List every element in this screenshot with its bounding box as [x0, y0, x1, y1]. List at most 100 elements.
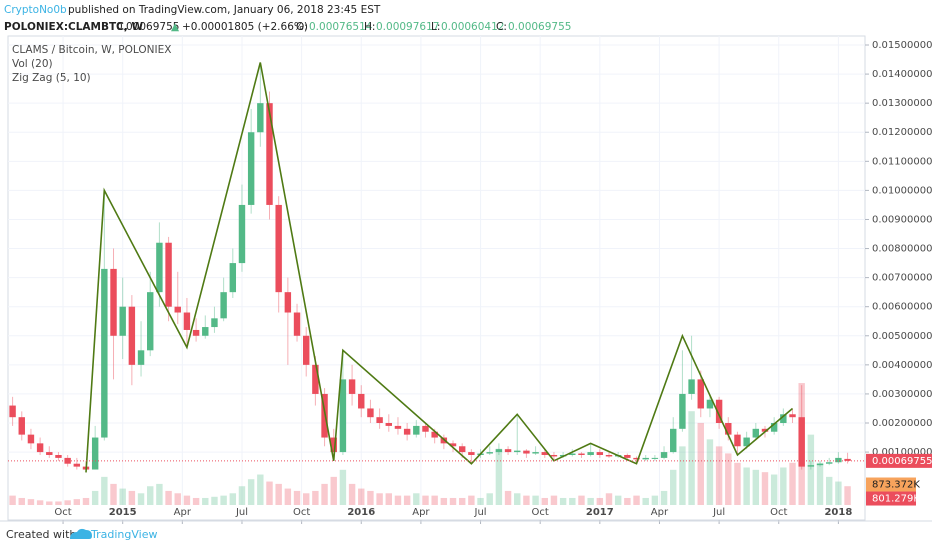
volume-bar: [715, 446, 723, 505]
volume-bar: [376, 493, 383, 505]
candle-body: [550, 454, 558, 457]
candle-body: [449, 443, 457, 447]
volume-bar: [73, 499, 81, 505]
y-tick-label: 0.01100000: [872, 156, 932, 167]
volume-bar: [743, 467, 750, 505]
x-tick-label: Apr: [651, 507, 669, 518]
candle-body: [36, 443, 44, 453]
volume-bar: [532, 495, 539, 505]
candle-body: [761, 428, 769, 432]
volume-bar: [247, 479, 255, 505]
candle-body: [128, 306, 136, 365]
volume-ma-box: [866, 477, 916, 492]
volume-bar: [789, 462, 796, 505]
volume-bar: [36, 500, 44, 505]
volume-bar: [486, 493, 493, 505]
candle-body: [789, 414, 796, 418]
candle-body: [422, 425, 429, 432]
y-tick-label: 0.00200000: [872, 418, 932, 429]
volume-bar: [394, 495, 402, 505]
y-tick-label: 0.00400000: [872, 360, 932, 371]
candle-body: [266, 103, 273, 205]
candle-body: [743, 437, 750, 447]
axes: 0.01500000 0.01400000 0.01300000 0.01200000…: [54, 40, 932, 524]
volume-bar: [614, 495, 622, 505]
volume-bar: [569, 497, 576, 505]
volume-bar: [587, 497, 594, 505]
volume-bar: [642, 497, 649, 505]
volume-last-box: [866, 491, 916, 506]
volume-bar: [431, 495, 438, 505]
volume-legend: Vol (20): [12, 58, 53, 70]
candle-body: [624, 454, 631, 458]
volume-bar: [275, 483, 282, 505]
o: 0.00076514: [309, 21, 373, 33]
x-tick-label: 2016: [347, 507, 375, 518]
candle-body: [642, 457, 649, 460]
candle-body: [348, 379, 356, 394]
candle-body: [147, 292, 154, 351]
volume-bar: [514, 493, 521, 505]
candle-body: [523, 450, 530, 454]
volume-bar: [27, 499, 35, 505]
y-tick-label: 0.00600000: [872, 302, 932, 313]
brand[interactable]: TradingView: [90, 528, 157, 541]
volume-bar: [816, 462, 824, 505]
candle-body: [367, 408, 374, 418]
candle-body: [734, 434, 741, 447]
candle-body: [495, 449, 503, 453]
candle-body: [725, 423, 732, 435]
candle-body: [780, 414, 787, 424]
volume-bar: [312, 490, 319, 505]
candle-body: [458, 446, 466, 453]
candle-body: [119, 306, 126, 336]
candle-body: [752, 428, 760, 438]
candle-body: [697, 379, 704, 409]
candle-body: [688, 379, 695, 394]
volume-bar: [330, 476, 337, 505]
volume-bar: [734, 462, 741, 505]
candle-body: [18, 417, 25, 435]
candle-body: [715, 399, 723, 424]
y-tick-label: 0.01400000: [872, 69, 932, 80]
volume-bar: [780, 467, 787, 505]
candle-body: [835, 457, 842, 463]
candle-body: [275, 204, 282, 293]
candle-body: [302, 335, 310, 365]
volume-bar: [238, 486, 246, 505]
candle-body: [330, 437, 337, 453]
volume-bar: [458, 497, 466, 505]
volume-bar: [835, 481, 842, 505]
x-tick-label: Oct: [770, 507, 787, 518]
x-tick-label: 2015: [109, 507, 137, 518]
o-label: O:: [296, 21, 308, 33]
volume-bar: [550, 495, 558, 505]
candle-body: [165, 242, 172, 307]
volume-bar: [110, 483, 117, 505]
volume-bar: [266, 481, 273, 505]
c-label: C:: [496, 21, 507, 33]
volume-bar: [688, 411, 695, 505]
y-tick-label: 0.00100000: [872, 447, 932, 458]
volume-bar: [559, 497, 567, 505]
volume-bar: [284, 488, 292, 505]
volume-bar: [807, 434, 815, 505]
volume-bar: [82, 497, 90, 505]
volume-bar: [64, 500, 71, 505]
candle-body: [394, 425, 402, 429]
candle-body: [468, 452, 475, 455]
candle-body: [358, 393, 365, 409]
author[interactable]: CryptoNo0b: [4, 4, 67, 16]
candle-body: [431, 431, 438, 438]
volume-bar: [46, 501, 53, 505]
volume-bar: [137, 493, 145, 505]
candle-body: [798, 417, 805, 467]
candle-body: [110, 268, 117, 336]
last-price-label: 0.00069755: [872, 456, 932, 467]
candle-body: [403, 428, 411, 435]
x-tick-label: Jul: [474, 507, 487, 518]
volume-bar: [9, 495, 16, 505]
l: 0.00060412: [441, 21, 504, 33]
candle-body: [816, 463, 824, 466]
